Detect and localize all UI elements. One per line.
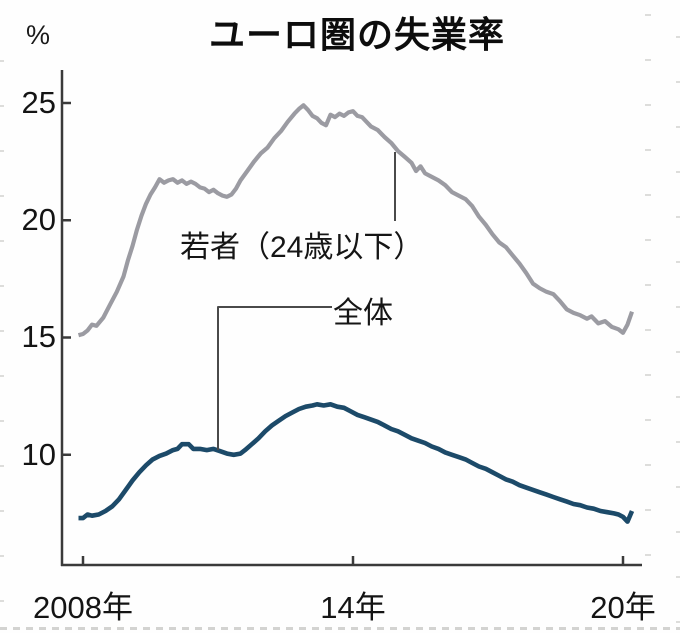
page-edge-dots-right-1 <box>645 14 651 624</box>
y-tick-label-25: 25 <box>21 85 56 120</box>
y-tick-label-15: 15 <box>21 319 56 354</box>
leader-lines-group <box>217 152 396 450</box>
series-label-total: 全体 <box>333 297 393 330</box>
y-tick-label-20: 20 <box>21 202 56 237</box>
page-edge-dots-right-2 <box>676 36 680 626</box>
series-group <box>77 103 635 524</box>
axes-group <box>60 70 642 567</box>
x-tick-label-2008: 2008年 <box>33 590 133 625</box>
page-edge-dots-bottom <box>0 627 680 630</box>
x-tick-label-2020: 20年 <box>590 590 656 625</box>
chart-title: ユーロ圏の失業率 <box>208 14 505 55</box>
page-edge-dots-left <box>0 60 4 630</box>
x-tick-label-2014: 14年 <box>320 590 386 625</box>
y-tick-label-10: 10 <box>21 437 56 472</box>
y-axis-unit-label: % <box>26 20 51 50</box>
series-label-youth: 若者（24歳以下） <box>180 231 424 264</box>
